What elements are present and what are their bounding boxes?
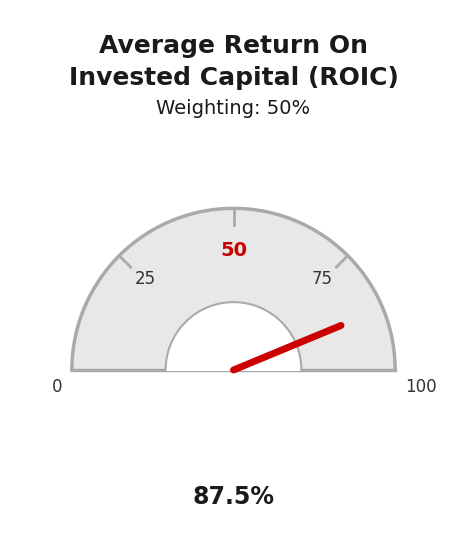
Text: 87.5%: 87.5%: [192, 485, 275, 509]
Polygon shape: [166, 302, 301, 370]
Text: 25: 25: [134, 269, 156, 288]
Text: 50: 50: [220, 241, 247, 260]
Text: 0: 0: [52, 378, 62, 396]
Text: Invested Capital (ROIC): Invested Capital (ROIC): [69, 66, 398, 90]
Text: 75: 75: [311, 269, 332, 288]
Polygon shape: [72, 208, 395, 370]
Text: Weighting: 50%: Weighting: 50%: [156, 98, 311, 118]
Text: Average Return On: Average Return On: [99, 34, 368, 58]
Text: 100: 100: [405, 378, 437, 396]
